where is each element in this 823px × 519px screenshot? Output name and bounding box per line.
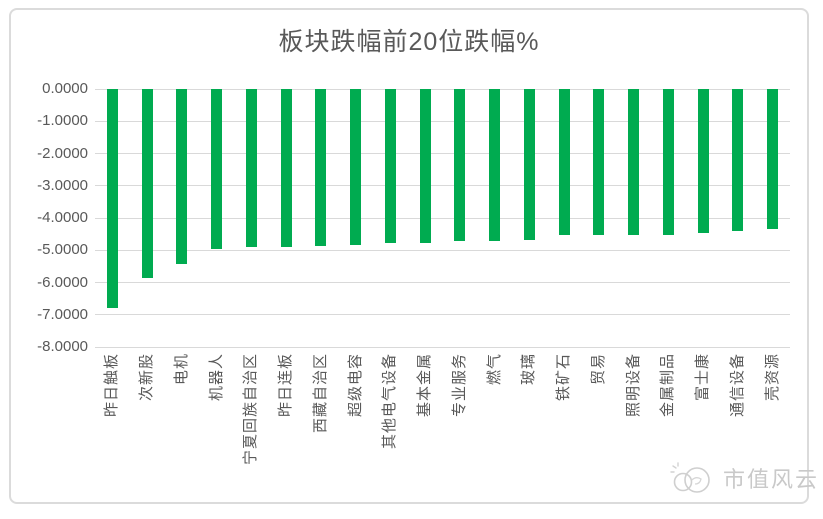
bar-壳资源 xyxy=(767,89,779,229)
watermark: 市值风云 xyxy=(668,460,819,496)
x-axis-category-label: 贸易 xyxy=(589,353,607,386)
gridline xyxy=(95,314,790,316)
bar-西藏自治区 xyxy=(315,89,327,247)
chart-title: 板块跌幅前20位跌幅% xyxy=(278,28,540,56)
bar-照明设备 xyxy=(628,89,640,236)
y-axis-tick-label: -7.0000 xyxy=(37,305,88,323)
bar-电机 xyxy=(176,89,188,265)
gridline xyxy=(95,153,790,154)
gridline xyxy=(95,249,790,251)
y-axis-tick-label: -2.0000 xyxy=(37,144,88,162)
bar-超级电容 xyxy=(350,89,362,246)
bar-玻璃 xyxy=(523,89,535,241)
gridline xyxy=(95,88,790,90)
x-axis-category-label: 玻璃 xyxy=(520,353,538,386)
gridline xyxy=(95,346,790,348)
bar-贸易 xyxy=(593,89,605,236)
bar-金属制品 xyxy=(662,89,674,235)
x-axis-category-label: 燃气 xyxy=(485,353,503,386)
bar-富士康 xyxy=(697,89,709,233)
x-axis-category-label: 次新股 xyxy=(138,353,156,402)
x-axis-category-label: 昨日连板 xyxy=(277,353,295,418)
bar-昨日触板 xyxy=(106,89,118,309)
y-axis-tick-label: 0.0000 xyxy=(42,80,88,97)
gridline xyxy=(95,217,790,219)
x-axis-category-label: 专业服务 xyxy=(450,353,468,418)
x-axis-category-label: 超级电容 xyxy=(346,353,364,418)
cloud-logo-icon xyxy=(670,462,710,493)
x-axis-category-label: 机器人 xyxy=(207,353,225,402)
x-axis-category-label: 照明设备 xyxy=(624,353,642,418)
x-axis-category-label: 昨日触板 xyxy=(103,353,121,418)
x-axis-category-label: 基本金属 xyxy=(416,353,434,418)
x-axis-category-label: 其他电气设备 xyxy=(381,353,399,450)
y-axis-tick-label: -6.0000 xyxy=(37,273,88,291)
y-axis-tick-label: -4.0000 xyxy=(37,209,88,226)
x-axis-category-label: 铁矿石 xyxy=(555,353,573,402)
gridline xyxy=(95,185,790,187)
y-axis-tick-label: -3.0000 xyxy=(37,176,88,194)
y-axis-tick-label: -8.0000 xyxy=(37,338,88,355)
watermark-text: 市值风云 xyxy=(723,467,820,492)
chart-frame xyxy=(9,8,809,504)
gridline xyxy=(95,120,790,122)
bar-昨日连板 xyxy=(280,89,292,247)
y-axis-tick-label: -1.0000 xyxy=(37,112,88,130)
bar-通信设备 xyxy=(732,89,744,231)
x-axis-category-label: 西藏自治区 xyxy=(311,353,329,434)
bar-基本金属 xyxy=(419,89,431,243)
bar-机器人 xyxy=(211,89,223,249)
y-axis-tick-label: -5.0000 xyxy=(37,241,88,259)
bar-专业服务 xyxy=(454,89,466,242)
gridline xyxy=(95,282,790,283)
bar-宁夏回族自治区 xyxy=(245,89,257,248)
x-axis-category-label: 宁夏回族自治区 xyxy=(242,353,260,466)
bar-燃气 xyxy=(489,89,501,241)
bar-次新股 xyxy=(141,89,153,278)
x-axis-category-label: 电机 xyxy=(172,353,190,386)
bar-铁矿石 xyxy=(558,89,570,235)
bar-其他电气设备 xyxy=(384,89,396,244)
